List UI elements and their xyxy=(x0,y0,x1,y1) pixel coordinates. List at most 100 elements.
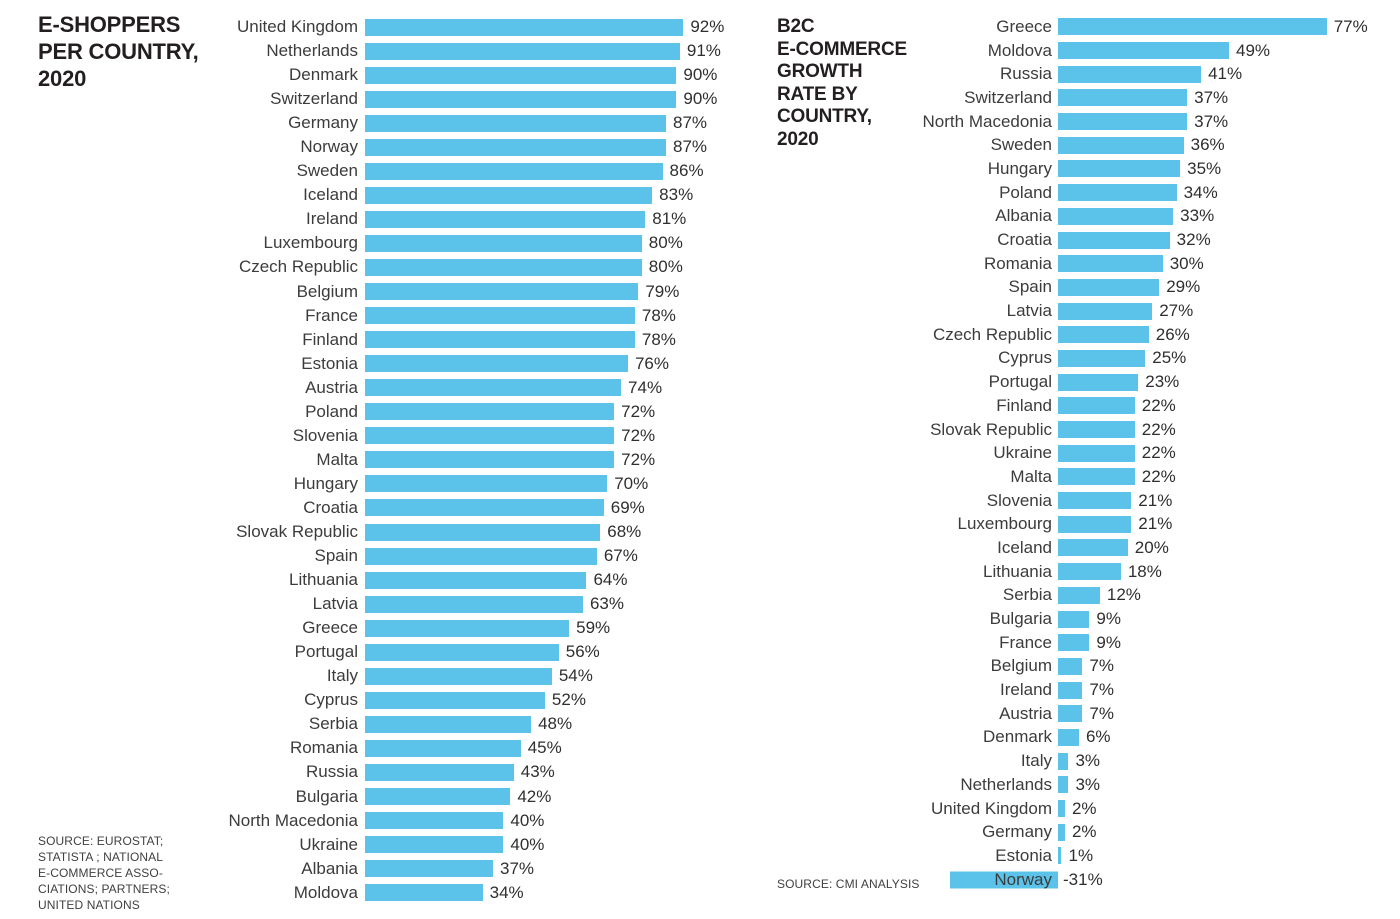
country-label-text: Norway xyxy=(994,869,1052,889)
bar-row: France 9% xyxy=(770,631,1368,655)
value-label: 86% xyxy=(669,161,704,181)
country-label-text: Hungary xyxy=(987,158,1052,178)
value-label: 43% xyxy=(520,762,555,782)
source-note-right: SOURCE: CMI ANALYSIS xyxy=(777,877,920,891)
bar xyxy=(365,162,663,180)
country-label: Estonia xyxy=(38,354,365,374)
value-label: 90% xyxy=(683,65,718,85)
bar-row: Norway -31% xyxy=(770,868,1368,892)
country-label-text: Slovak Republic xyxy=(236,522,358,541)
country-label-text: Slovenia xyxy=(986,490,1052,510)
country-label: Sweden xyxy=(38,161,365,181)
bar-row: Sweden 36% xyxy=(770,133,1368,157)
bar xyxy=(1058,847,1062,865)
country-label: Croatia xyxy=(770,230,1058,250)
bar xyxy=(1058,468,1135,486)
value-label: 45% xyxy=(527,738,562,758)
bar xyxy=(1058,563,1121,581)
value-label: 72% xyxy=(621,425,656,445)
bar-row: Lithuania 18% xyxy=(770,560,1368,584)
bar xyxy=(1058,539,1128,557)
country-label: Ukraine xyxy=(770,443,1058,463)
bar xyxy=(365,307,635,325)
bar xyxy=(1058,65,1202,83)
country-label-text: Hungary xyxy=(293,473,358,493)
country-label-text: Lithuania xyxy=(288,570,358,590)
bar xyxy=(365,331,635,349)
value-label: 21% xyxy=(1138,514,1173,534)
bar-row: Austria 7% xyxy=(770,702,1368,726)
bar xyxy=(365,763,514,781)
bar-row: Netherlands 3% xyxy=(770,773,1368,797)
country-label: Italy xyxy=(38,666,365,686)
value-label: 23% xyxy=(1145,372,1180,392)
bar xyxy=(1058,113,1188,131)
value-label: 69% xyxy=(610,497,645,517)
bar-row: Iceland 83% xyxy=(38,183,724,207)
country-label: Romania xyxy=(38,738,365,758)
country-label-text: Finland xyxy=(302,329,358,349)
bar-row: Croatia 69% xyxy=(38,496,724,520)
value-label: 1% xyxy=(1068,845,1094,865)
bar xyxy=(365,788,511,806)
bar xyxy=(365,66,677,84)
bar-row: Ireland 7% xyxy=(770,678,1368,702)
country-label: Poland xyxy=(38,402,365,422)
value-label: 42% xyxy=(517,786,552,806)
country-label: United Kingdom xyxy=(770,799,1058,819)
bar-row: Sweden 86% xyxy=(38,159,724,183)
bar xyxy=(1058,705,1083,723)
country-label-text: North Macedonia xyxy=(922,111,1052,131)
value-label: 3% xyxy=(1075,774,1101,794)
value-label: 37% xyxy=(1194,111,1229,131)
country-label-text: Ireland xyxy=(1000,680,1052,700)
country-label-text: Austria xyxy=(305,377,358,397)
value-label: 34% xyxy=(1183,182,1218,202)
value-label: 68% xyxy=(607,522,642,541)
bar-row: United Kingdom 2% xyxy=(770,797,1368,821)
country-label: Greece xyxy=(38,618,365,638)
bar-row: Latvia 27% xyxy=(770,299,1368,323)
value-label: 78% xyxy=(641,329,676,349)
country-label-text: Bulgaria xyxy=(295,786,358,806)
bar-row: Cyprus 25% xyxy=(770,347,1368,371)
bar xyxy=(1058,492,1132,510)
value-label: 34% xyxy=(489,882,524,902)
chart-title-eshoppers: E-SHOPPERS PER COUNTRY, 2020 xyxy=(38,12,199,91)
bar xyxy=(365,283,639,301)
value-label: 9% xyxy=(1096,609,1121,629)
country-label: Finland xyxy=(38,330,365,350)
bar xyxy=(1058,231,1170,249)
bar xyxy=(365,884,483,902)
country-label-text: Lithuania xyxy=(982,561,1052,581)
value-label: 29% xyxy=(1166,277,1201,297)
bar xyxy=(1058,373,1139,391)
bar-row: Czech Republic 26% xyxy=(770,323,1368,347)
value-label: 22% xyxy=(1141,419,1176,439)
country-label: Finland xyxy=(770,396,1058,416)
bar-row: Netherlands 91% xyxy=(38,39,724,63)
bar xyxy=(949,871,1058,889)
value-label: 22% xyxy=(1141,466,1176,486)
bar-row: France 78% xyxy=(38,304,724,328)
country-label-text: Denmark xyxy=(983,727,1052,747)
bar-row: Iceland 20% xyxy=(770,536,1368,560)
country-label: Serbia xyxy=(770,585,1058,605)
bar-row: Finland 22% xyxy=(770,394,1368,418)
bar xyxy=(1058,634,1090,652)
country-label-text: Portugal xyxy=(294,642,358,662)
country-label-text: Spain xyxy=(1008,277,1052,297)
country-label: Denmark xyxy=(38,65,365,85)
country-label: Slovak Republic xyxy=(770,420,1058,440)
bar-row: Luxembourg 80% xyxy=(38,231,724,255)
country-label: Spain xyxy=(38,546,365,566)
bar-row: United Kingdom 92% xyxy=(38,15,724,39)
country-label: Germany xyxy=(770,822,1058,842)
bar-row: North Macedonia 40% xyxy=(38,809,724,833)
value-label: 56% xyxy=(565,642,600,662)
bar-row: Denmark 90% xyxy=(38,63,724,87)
bar-row: Poland 34% xyxy=(770,181,1368,205)
country-label: Albania xyxy=(770,206,1058,226)
bar xyxy=(365,691,545,709)
country-label-text: Iceland xyxy=(997,537,1052,557)
